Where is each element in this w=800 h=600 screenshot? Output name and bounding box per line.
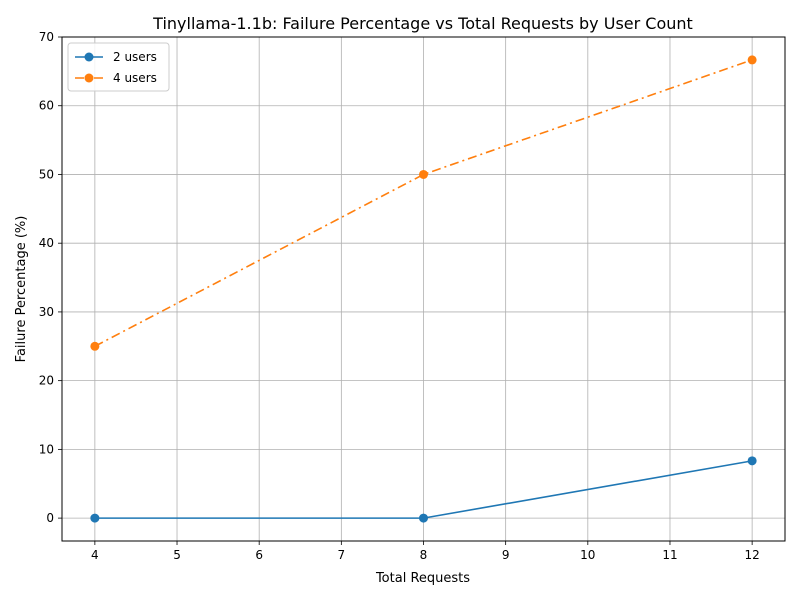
x-tick-label: 9 (502, 548, 510, 562)
y-tick-label: 40 (39, 236, 54, 250)
legend-label: 2 users (113, 50, 157, 64)
series-line-2 (94, 59, 753, 347)
legend-marker-1 (84, 52, 94, 62)
y-tick-label: 20 (39, 374, 54, 388)
ticks: 4 5 6 7 8 9 10 11 12 0 10 20 30 40 50 60 70 (39, 30, 760, 562)
x-tick-label: 11 (662, 548, 677, 562)
x-tick-label: 5 (173, 548, 181, 562)
legend: 2 users 4 users (67, 42, 170, 92)
x-tick-label: 7 (338, 548, 346, 562)
chart-title: Tinyllama-1.1b: Failure Percentage vs To… (152, 14, 693, 33)
x-tick-label: 12 (744, 548, 759, 562)
series-layer (90, 55, 757, 523)
series-1-point (419, 513, 428, 523)
series-2-point (90, 341, 100, 351)
y-tick-label: 60 (39, 99, 54, 113)
x-tick-label: 8 (420, 548, 428, 562)
series-1-point (90, 513, 100, 523)
y-tick-label: 50 (39, 167, 54, 181)
series-2-point (747, 55, 757, 65)
legend-label: 4 users (113, 71, 157, 85)
legend-marker-2 (84, 73, 94, 83)
grid (62, 36, 785, 541)
series-1-point (747, 456, 757, 466)
x-axis-label: Total Requests (375, 571, 470, 586)
series-2-point (419, 169, 428, 179)
x-tick-label: 10 (580, 548, 595, 562)
y-axis-label: Failure Percentage (%) (14, 216, 29, 363)
x-tick-label: 4 (91, 548, 99, 562)
y-tick-label: 10 (39, 442, 54, 456)
y-tick-label: 70 (39, 30, 54, 44)
y-tick-label: 30 (39, 305, 54, 319)
x-tick-label: 6 (255, 548, 263, 562)
y-tick-label: 0 (46, 511, 54, 525)
